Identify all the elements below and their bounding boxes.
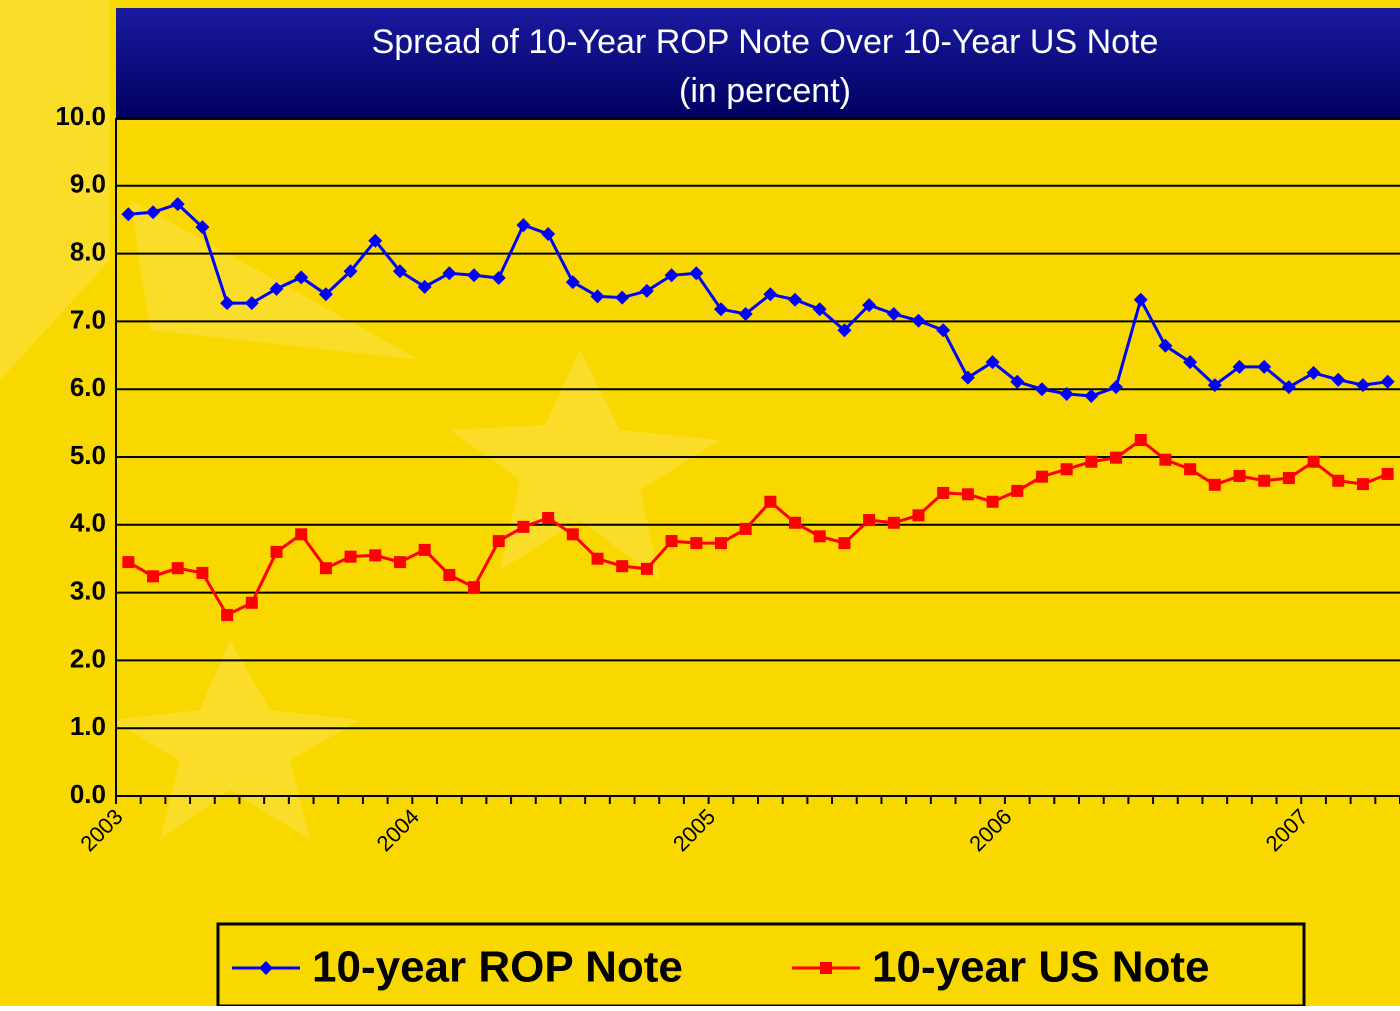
marker xyxy=(517,521,529,533)
marker xyxy=(1209,479,1221,491)
marker xyxy=(888,517,900,529)
y-tick-label: 6.0 xyxy=(70,372,106,402)
marker xyxy=(820,962,832,974)
marker xyxy=(542,512,554,524)
marker xyxy=(641,563,653,575)
marker xyxy=(666,535,678,547)
y-tick-label: 5.0 xyxy=(70,440,106,470)
marker xyxy=(493,535,505,547)
y-tick-label: 3.0 xyxy=(70,575,106,605)
marker xyxy=(863,514,875,526)
marker xyxy=(567,528,579,540)
marker xyxy=(1357,478,1369,490)
marker xyxy=(394,556,406,568)
marker xyxy=(1110,452,1122,464)
marker xyxy=(196,567,208,579)
marker xyxy=(962,488,974,500)
marker xyxy=(122,556,134,568)
marker xyxy=(987,496,999,508)
marker xyxy=(1036,471,1048,483)
marker xyxy=(246,597,258,609)
y-tick-label: 1.0 xyxy=(70,711,106,741)
marker xyxy=(814,530,826,542)
marker xyxy=(221,609,233,621)
chart-title: Spread of 10-Year ROP Note Over 10-Year … xyxy=(372,23,1159,61)
legend-label: 10-year ROP Note xyxy=(312,943,683,992)
marker xyxy=(1011,485,1023,497)
marker xyxy=(1382,468,1394,480)
y-tick-label: 0.0 xyxy=(70,779,106,809)
marker xyxy=(764,496,776,508)
marker xyxy=(443,569,455,581)
marker xyxy=(715,537,727,549)
marker xyxy=(838,537,850,549)
marker xyxy=(1061,463,1073,475)
marker xyxy=(789,517,801,529)
marker xyxy=(172,562,184,574)
marker xyxy=(1085,456,1097,468)
marker xyxy=(1258,475,1270,487)
chart-subtitle: (in percent) xyxy=(679,72,851,110)
marker xyxy=(1159,454,1171,466)
marker xyxy=(1234,470,1246,482)
marker xyxy=(1135,434,1147,446)
marker xyxy=(271,546,283,558)
background xyxy=(0,0,1400,1006)
marker xyxy=(345,551,357,563)
y-tick-label: 7.0 xyxy=(70,304,106,334)
marker xyxy=(690,537,702,549)
marker xyxy=(740,523,752,535)
marker xyxy=(468,581,480,593)
y-tick-label: 8.0 xyxy=(70,236,106,266)
marker xyxy=(592,553,604,565)
chart: Spread of 10-Year ROP Note Over 10-Year … xyxy=(0,0,1400,1006)
page: Spread of 10-Year ROP Note Over 10-Year … xyxy=(0,0,1400,1006)
marker xyxy=(937,487,949,499)
y-tick-label: 10.0 xyxy=(55,101,106,131)
y-tick-label: 4.0 xyxy=(70,508,106,538)
marker xyxy=(1283,472,1295,484)
marker xyxy=(295,528,307,540)
marker xyxy=(616,560,628,572)
legend-label: 10-year US Note xyxy=(872,943,1209,992)
marker xyxy=(1308,456,1320,468)
marker xyxy=(320,562,332,574)
marker xyxy=(1184,463,1196,475)
marker xyxy=(419,544,431,556)
marker xyxy=(369,549,381,561)
marker xyxy=(913,509,925,521)
y-tick-label: 2.0 xyxy=(70,643,106,673)
marker xyxy=(1332,475,1344,487)
y-tick-label: 9.0 xyxy=(70,169,106,199)
marker xyxy=(147,570,159,582)
